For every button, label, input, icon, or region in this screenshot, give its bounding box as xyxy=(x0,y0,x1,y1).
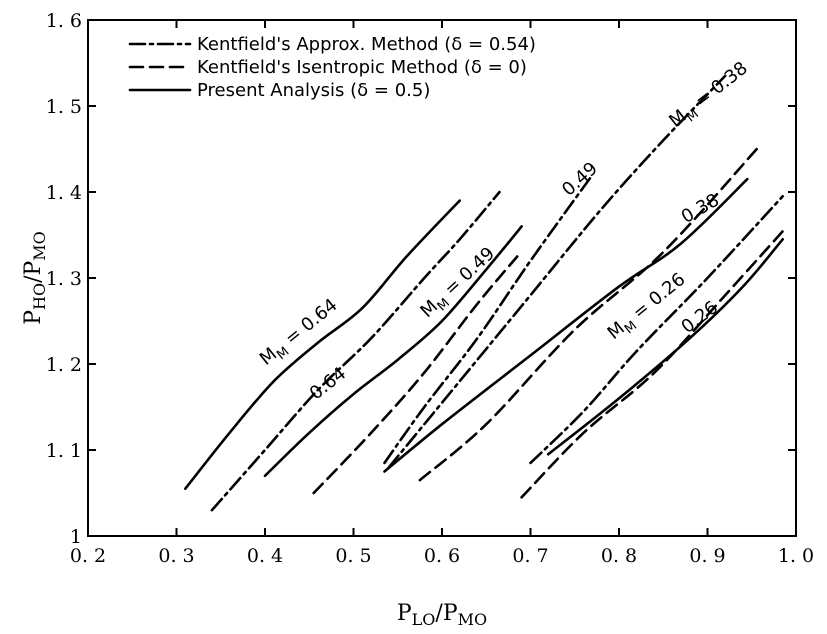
x-tick-label: 0. 7 xyxy=(512,545,548,567)
legend-label: Kentfield's Approx. Method (δ = 0.54) xyxy=(197,34,536,55)
series-line-solid-0.64 xyxy=(184,199,461,490)
legend: Kentfield's Approx. Method (δ = 0.54)Ken… xyxy=(128,34,536,101)
x-tick-label: 0. 5 xyxy=(335,545,371,567)
y-tick-label: 1. 6 xyxy=(46,10,82,32)
legend-label: Present Analysis (δ = 0.5) xyxy=(197,80,430,101)
x-tick-label: 0. 2 xyxy=(70,545,106,567)
series-line-solid-0.49 xyxy=(263,225,523,478)
curve-annotation: MM = 0.38 xyxy=(665,58,754,135)
curve-annotation: 0.49 xyxy=(558,158,602,200)
y-tick-label: 1 xyxy=(70,526,82,548)
x-tick-label: 0. 3 xyxy=(158,545,194,567)
y-axis-title: PHO/PMO xyxy=(21,231,49,325)
series-line-dashed-0.26 xyxy=(520,225,789,499)
series-line-solid-0.38 xyxy=(383,177,749,473)
x-tick-label: 1. 0 xyxy=(778,545,814,567)
x-tick-label: 0. 8 xyxy=(601,545,637,567)
curve-annotation: MM = 0.26 xyxy=(604,269,692,347)
legend-label: Kentfield's Isentropic Method (δ = 0) xyxy=(197,57,527,78)
series-line-dashdot-0.38 xyxy=(387,74,727,469)
series-line-solid-0.26 xyxy=(546,238,784,456)
y-tick-label: 1. 4 xyxy=(46,182,82,204)
axis-ticks: 0. 2 0. 3 0. 4 0. 5 0. 6 0. 7 0. 8 0. 9 1. 0 1 1. … xyxy=(46,10,814,567)
x-axis-title: PLO/PMO xyxy=(397,601,487,629)
y-tick-label: 1. 1 xyxy=(46,440,82,462)
series-layer xyxy=(184,74,789,512)
series-line-dashed-0.49 xyxy=(312,255,519,495)
series-line-dashdot-0.64 xyxy=(210,190,501,512)
y-tick-label: 1. 2 xyxy=(46,354,82,376)
series-line-dashed-0.38 xyxy=(418,143,762,482)
x-tick-label: 0. 9 xyxy=(689,545,725,567)
curve-annotation: 0.64 xyxy=(306,363,351,404)
x-tick-label: 0. 6 xyxy=(424,545,460,567)
y-tick-label: 1. 3 xyxy=(46,268,82,290)
series-line-dashdot-0.49 xyxy=(383,173,594,465)
y-tick-label: 1. 5 xyxy=(46,96,82,118)
series-line-dashdot-0.26 xyxy=(529,195,784,465)
curve-annotation: MM = 0.49 xyxy=(416,243,501,325)
x-tick-label: 0. 4 xyxy=(247,545,283,567)
curve-annotation: 0.26 xyxy=(677,297,722,338)
